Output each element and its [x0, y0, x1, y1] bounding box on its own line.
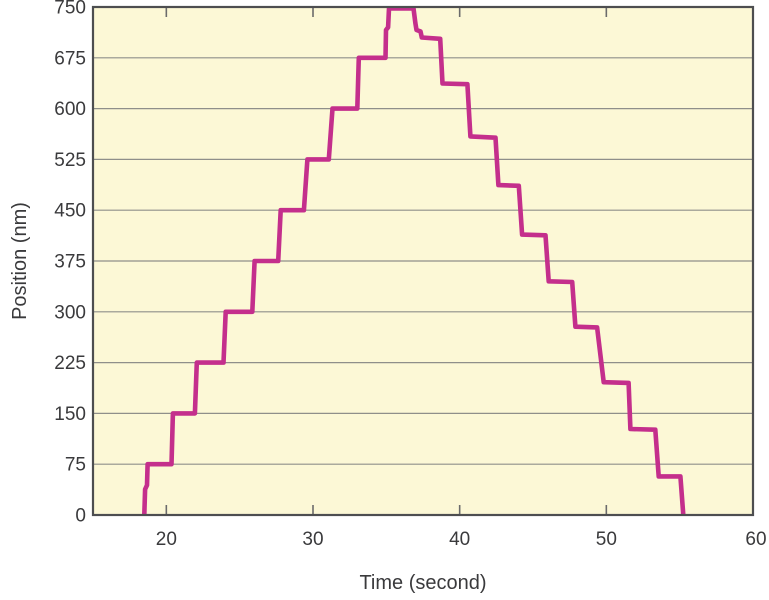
y-tick-label-150: 150 — [54, 404, 86, 425]
y-tick-label-525: 525 — [54, 150, 86, 171]
y-axis-title: Position (nm) — [9, 202, 31, 320]
plot-frame — [91, 5, 755, 517]
y-tick-label-75: 75 — [65, 455, 86, 476]
y-tick-label-0: 0 — [75, 506, 86, 527]
x-tick-label-20: 20 — [156, 529, 177, 550]
y-tick-label-600: 600 — [54, 99, 86, 120]
y-tick-label-750: 750 — [54, 0, 86, 19]
x-axis-title: Time (second) — [359, 572, 486, 594]
y-tick-label-300: 300 — [54, 302, 86, 323]
y-tick-label-375: 375 — [54, 252, 86, 273]
series-line-position — [142, 7, 686, 515]
x-tick-label-60: 60 — [745, 529, 766, 550]
x-tick-label-50: 50 — [596, 529, 617, 550]
x-tick-label-30: 30 — [302, 529, 323, 550]
y-tick-label-225: 225 — [54, 353, 86, 374]
x-tick-label-40: 40 — [449, 529, 470, 550]
y-tick-label-675: 675 — [54, 48, 86, 69]
y-tick-label-450: 450 — [54, 201, 86, 222]
